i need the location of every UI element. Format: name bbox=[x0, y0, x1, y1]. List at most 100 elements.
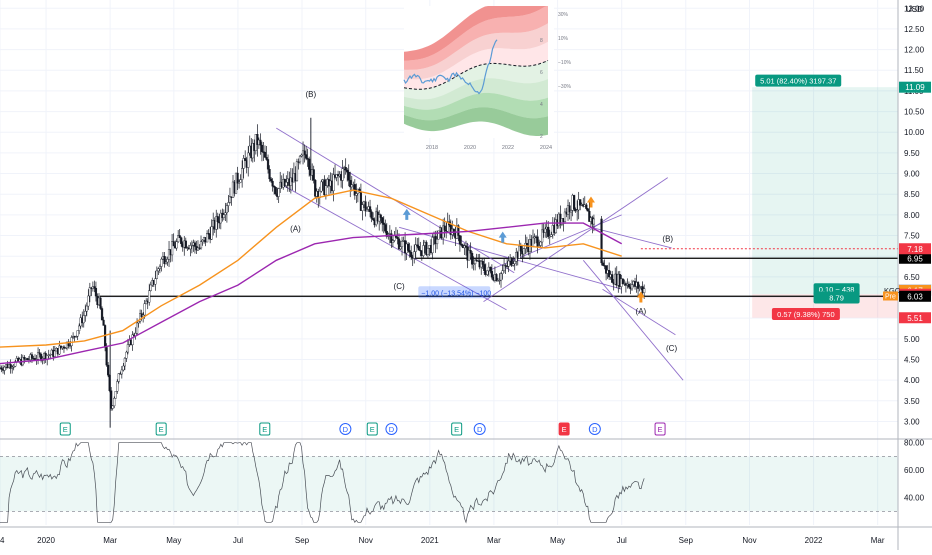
signal-arrow-icon bbox=[586, 196, 595, 208]
event-marker-label: D bbox=[477, 425, 483, 434]
candle-body bbox=[99, 297, 102, 309]
candle-body bbox=[88, 287, 91, 297]
candle-body bbox=[184, 240, 187, 249]
candle-body bbox=[148, 290, 151, 303]
candle-body bbox=[137, 321, 140, 324]
candle-body bbox=[346, 169, 349, 173]
wave-label: (C) bbox=[666, 344, 677, 353]
price-tick-label: 5.00 bbox=[904, 335, 920, 344]
oscillator-tick-label: 80.00 bbox=[904, 439, 925, 448]
candle-body bbox=[554, 219, 557, 233]
candle-body bbox=[49, 354, 52, 356]
candle-body bbox=[166, 259, 169, 263]
price-label-box bbox=[899, 243, 931, 255]
candle-body bbox=[256, 134, 259, 145]
candle-body bbox=[400, 241, 404, 248]
candle-body bbox=[349, 180, 352, 188]
candle-body bbox=[592, 218, 596, 225]
position-entry-ratio: 8.79 bbox=[829, 294, 844, 303]
candle-body bbox=[3, 366, 6, 371]
candle-body bbox=[114, 390, 117, 399]
time-tick-label: Jul bbox=[617, 536, 627, 545]
candle-body bbox=[196, 247, 200, 251]
inset-band bbox=[404, 60, 548, 100]
candle-body bbox=[608, 270, 611, 278]
candle-body bbox=[361, 204, 364, 211]
candle-body bbox=[576, 209, 579, 212]
candle-body bbox=[300, 154, 303, 157]
inset-band bbox=[404, 6, 548, 61]
candle-body bbox=[513, 261, 516, 264]
candle-body bbox=[120, 369, 123, 375]
price-label: 6.03 bbox=[907, 292, 923, 301]
position-entry-label: 0.10 ~ 438 bbox=[819, 285, 855, 294]
candle-body bbox=[320, 181, 323, 192]
time-tick-label: 14 bbox=[0, 536, 5, 545]
inset-right-tick: 30% bbox=[558, 12, 569, 18]
candle-body bbox=[324, 185, 327, 196]
candle-body bbox=[175, 241, 178, 249]
candle-body bbox=[178, 235, 181, 238]
candle-body bbox=[139, 313, 142, 322]
candle-body bbox=[378, 214, 381, 222]
trend-line bbox=[483, 177, 668, 303]
position-entry-ratio-box bbox=[813, 291, 860, 304]
candle-body bbox=[158, 266, 162, 269]
candle-body bbox=[201, 239, 204, 242]
candle-body bbox=[225, 205, 229, 214]
candle-body bbox=[408, 250, 411, 253]
candle-body bbox=[277, 188, 280, 197]
trend-line bbox=[582, 260, 684, 381]
price-label-box bbox=[899, 290, 931, 302]
candle-body bbox=[414, 244, 417, 252]
candle-body bbox=[303, 150, 306, 155]
inset-left-tick: 4 bbox=[540, 102, 543, 108]
candle-body bbox=[585, 204, 588, 209]
candle-body bbox=[193, 242, 197, 247]
signal-arrow-icon bbox=[498, 231, 507, 243]
candle-body bbox=[62, 346, 66, 349]
candle-body bbox=[563, 211, 567, 222]
wave-label: (A) bbox=[636, 307, 647, 316]
candle-body bbox=[222, 214, 225, 219]
measure-label: −1.00 (−13.54%) −100 bbox=[421, 290, 491, 297]
candle-body bbox=[416, 244, 419, 247]
time-tick-label: Jul bbox=[233, 536, 243, 545]
earnings-marker-icon bbox=[654, 422, 666, 436]
candle-body bbox=[422, 245, 425, 256]
time-tick-label: 2021 bbox=[421, 536, 439, 545]
candle-body bbox=[122, 365, 125, 371]
inset-right-tick: −30% bbox=[558, 84, 571, 90]
candle-body bbox=[164, 261, 168, 264]
candle-body bbox=[510, 257, 513, 266]
candle-body bbox=[135, 322, 139, 334]
position-loss-label-box bbox=[771, 308, 840, 321]
candle-body bbox=[474, 259, 477, 265]
candle-body bbox=[601, 262, 605, 266]
candle-body bbox=[397, 238, 401, 250]
candle-body bbox=[489, 266, 492, 272]
candle-body bbox=[347, 171, 350, 181]
dividend-marker-icon bbox=[339, 423, 352, 435]
time-tick-label: 2020 bbox=[37, 536, 55, 545]
price-tick-label: 9.50 bbox=[904, 149, 920, 158]
candle-body bbox=[446, 221, 449, 232]
candle-body bbox=[586, 208, 589, 212]
event-marker-label: E bbox=[63, 425, 68, 434]
price-tick-label: 3.50 bbox=[904, 397, 920, 406]
candle-body bbox=[522, 248, 525, 255]
candle-body bbox=[271, 180, 274, 187]
inset-band bbox=[404, 107, 548, 136]
candle-body bbox=[490, 270, 493, 278]
candle-body bbox=[78, 325, 81, 331]
candle-body bbox=[53, 350, 56, 357]
trend-line bbox=[602, 288, 676, 336]
trend-line bbox=[590, 226, 672, 249]
candle-body bbox=[638, 287, 641, 289]
time-tick-label: May bbox=[550, 536, 565, 545]
price-label-box bbox=[899, 312, 931, 324]
candle-body bbox=[539, 241, 542, 246]
trend-line bbox=[483, 214, 622, 274]
candle-body bbox=[9, 364, 12, 369]
